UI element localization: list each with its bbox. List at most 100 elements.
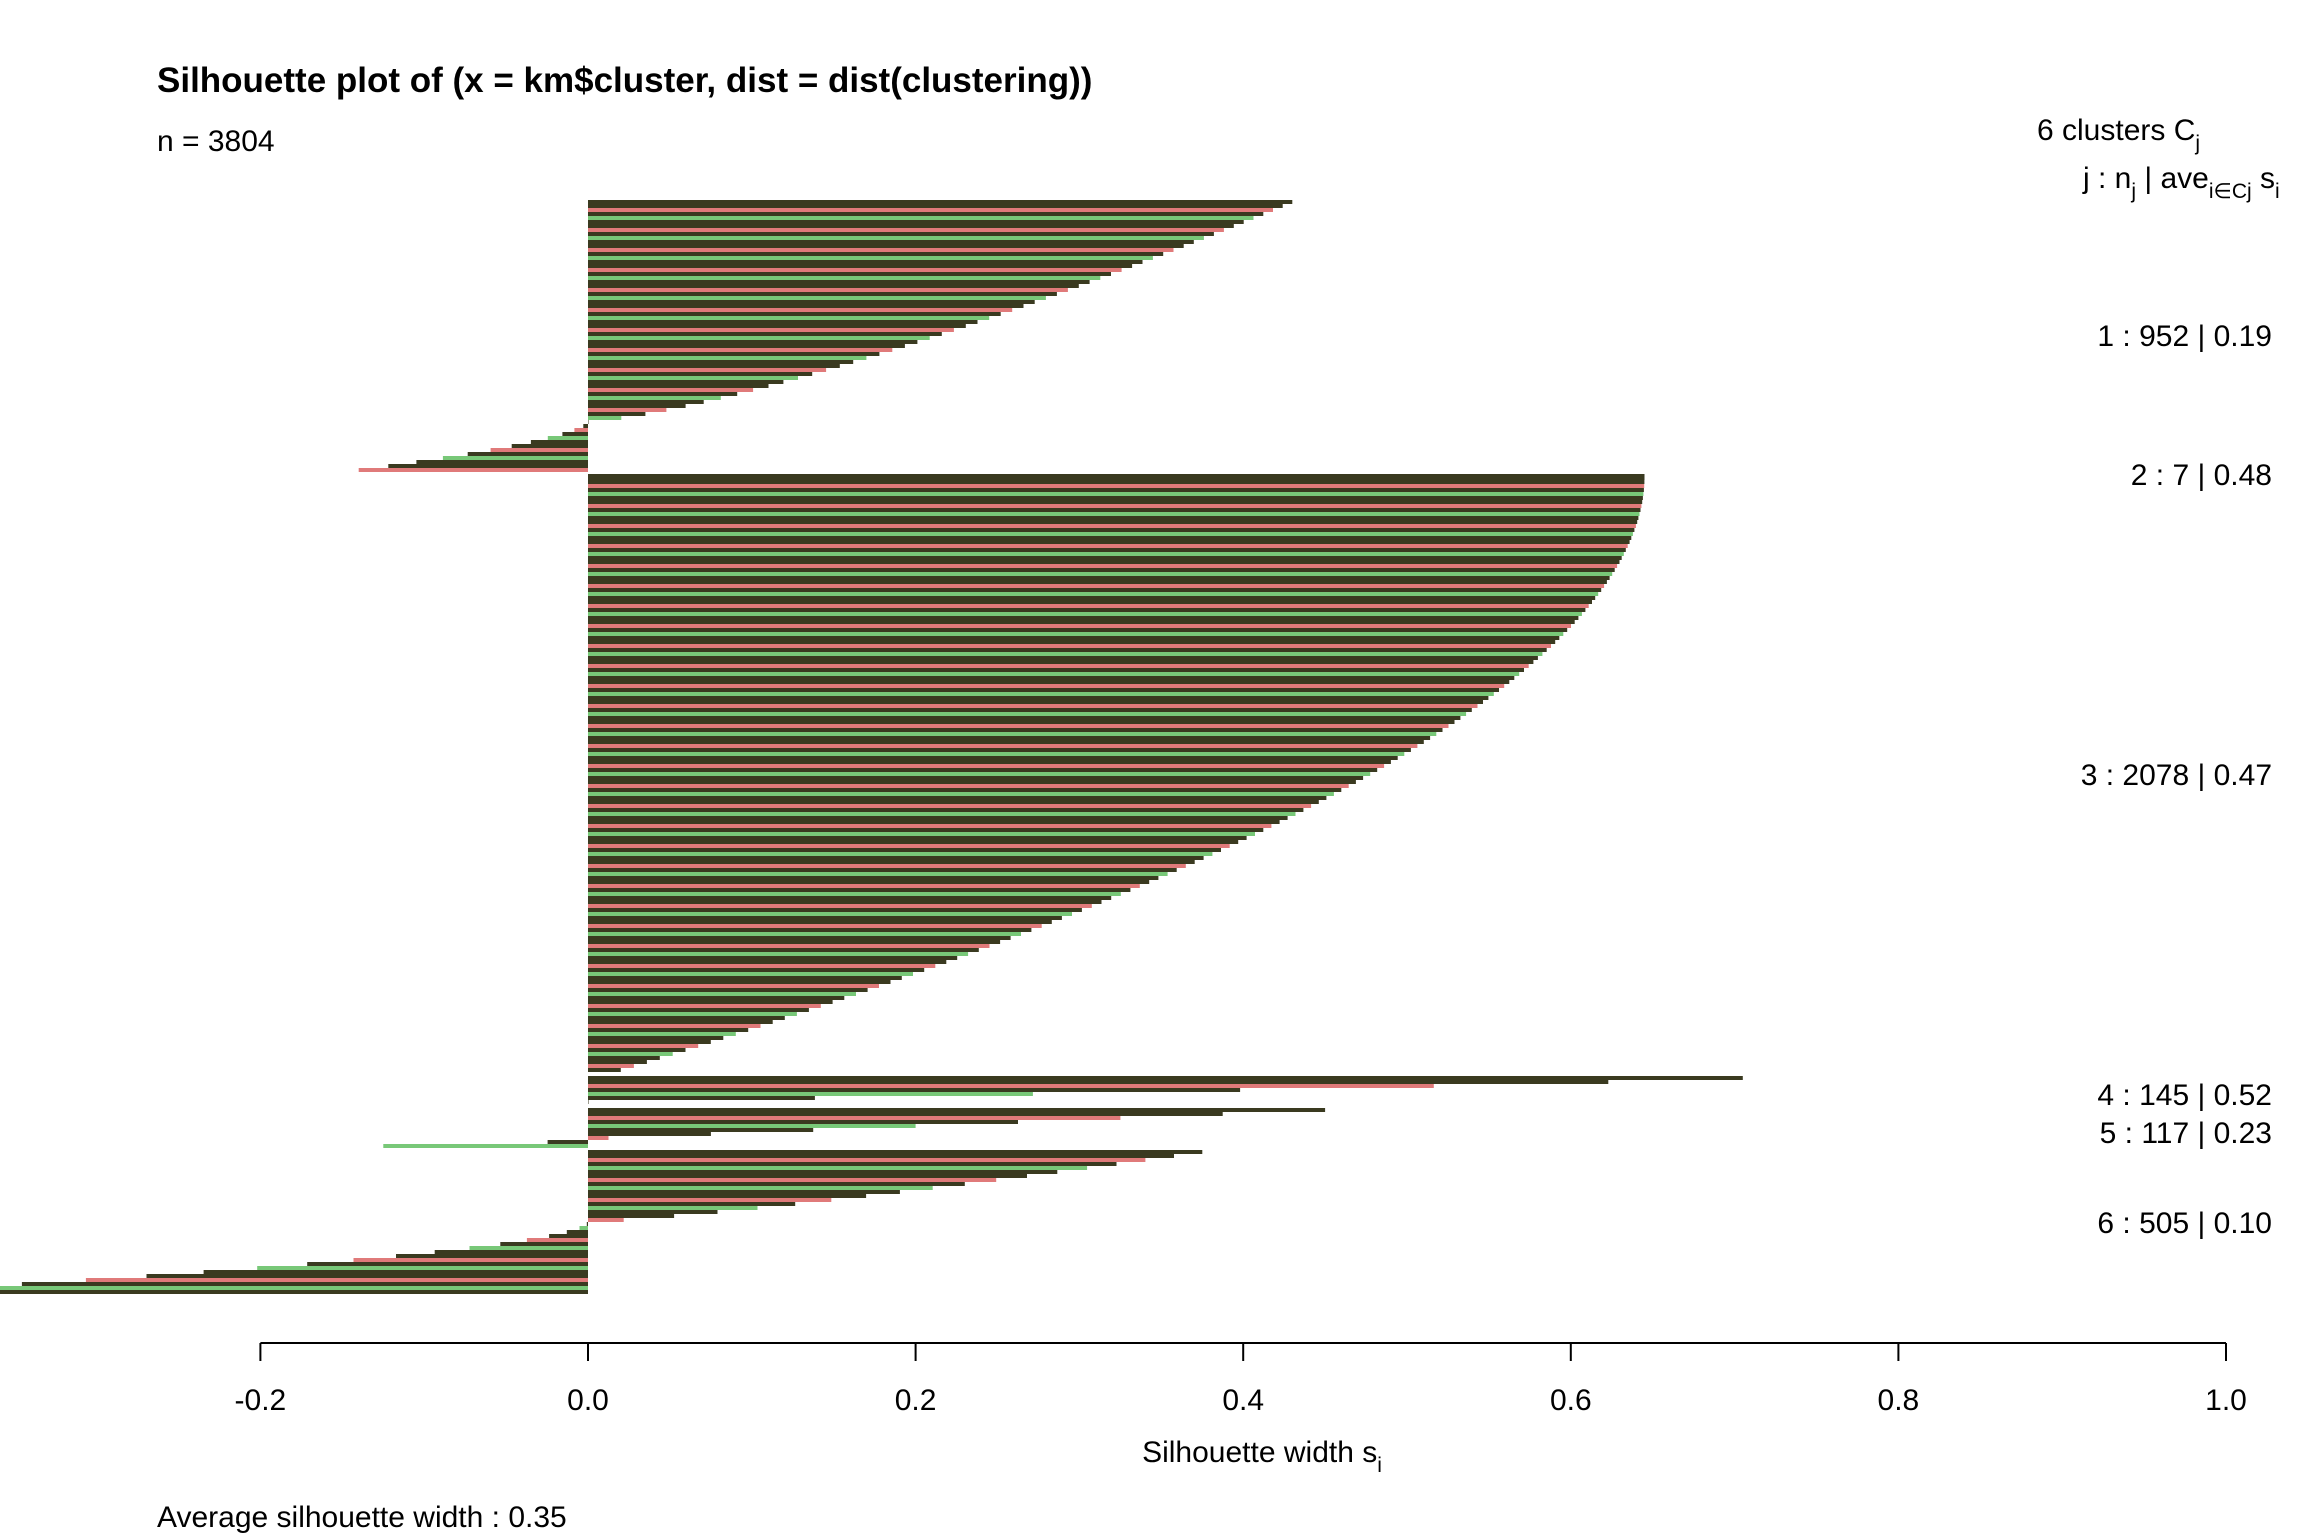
silhouette-bar [588,844,1230,848]
silhouette-bar [588,880,1150,884]
silhouette-bar [588,676,1515,680]
silhouette-bar [588,1016,785,1020]
silhouette-bar [588,904,1092,908]
silhouette-bar [526,1238,588,1242]
silhouette-bar [588,356,867,360]
silhouette-bar [588,984,879,988]
silhouette-bar [588,668,1524,672]
silhouette-bar [588,220,1244,224]
x-tick-label: 0.0 [567,1384,609,1417]
silhouette-bar [588,1154,1174,1158]
silhouette-bar [588,764,1385,768]
silhouette-bar [588,876,1159,880]
silhouette-bar [588,272,1111,276]
silhouette-bar [588,328,954,332]
silhouette-bar [588,784,1349,788]
silhouette-bar [547,1140,588,1144]
silhouette-bar [588,1068,621,1072]
silhouette-bar [588,644,1551,648]
silhouette-bar [588,1198,832,1202]
silhouette-bar [588,344,905,348]
silhouette-bar [588,708,1472,712]
silhouette-bar [588,1182,965,1186]
silhouette-bar [588,536,1632,540]
silhouette-bar [588,988,868,992]
silhouette-bar [588,492,1644,496]
silhouette-bar [588,264,1133,268]
silhouette-bar [588,936,1011,940]
cluster-label-6: 6 : 505 | 0.10 [2097,1207,2272,1240]
silhouette-bar [21,1282,588,1286]
silhouette-bar [588,240,1194,244]
silhouette-bar [588,384,769,388]
silhouette-bar [588,524,1636,528]
silhouette-bar [588,1124,916,1128]
silhouette-bar [588,900,1102,904]
silhouette-bar [588,616,1579,620]
silhouette-bar [416,460,588,464]
silhouette-bar [588,864,1186,868]
cluster-5-bars [383,1108,1326,1148]
silhouette-bars [0,200,1743,1294]
silhouette-bar [588,656,1538,660]
silhouette-bar [588,500,1643,504]
silhouette-bar [588,1000,833,1004]
x-tick-label: 0.6 [1550,1384,1592,1417]
silhouette-bar [588,1132,711,1136]
silhouette-bar [434,1250,588,1254]
average-silhouette-width: Average silhouette width : 0.35 [157,1501,567,1534]
silhouette-bar [588,832,1255,836]
silhouette-bar [588,920,1052,924]
silhouette-bar [588,576,1610,580]
silhouette-bar [588,304,1024,308]
silhouette-bar [588,560,1620,564]
silhouette-bar [588,1112,1223,1116]
silhouette-bar [588,1170,1058,1174]
x-tick-label: 0.2 [895,1384,937,1417]
silhouette-bar [588,1060,647,1064]
silhouette-bar [588,1116,1121,1120]
silhouette-bar [588,1020,773,1024]
legend-header-line1: 6 clusters Cj [2037,114,2200,155]
silhouette-bar [588,216,1254,220]
silhouette-bar [588,1052,673,1056]
silhouette-bar [588,584,1605,588]
silhouette-bar [588,1044,699,1048]
silhouette-bar [396,1254,588,1258]
silhouette-bar [588,720,1455,724]
silhouette-bar [588,380,784,384]
silhouette-bar [588,692,1494,696]
silhouette-bar [588,604,1589,608]
silhouette-bar [588,992,856,996]
silhouette-bar [588,376,798,380]
silhouette-bar [588,1076,1743,1080]
chart-subtitle: n = 3804 [157,125,275,158]
silhouette-bar [588,632,1564,636]
silhouette-bar [588,232,1214,236]
silhouette-bar [588,352,880,356]
silhouette-bar [588,364,840,368]
silhouette-bar [588,348,893,352]
silhouette-bar [588,792,1334,796]
cluster-label-2: 2 : 7 | 0.48 [2131,459,2272,492]
chart-title: Silhouette plot of (x = km$cluster, dist… [157,61,1092,100]
silhouette-bar [588,1100,589,1104]
silhouette-bar [588,736,1431,740]
silhouette-bar [588,1158,1146,1162]
silhouette-bar [588,888,1131,892]
silhouette-bar [588,600,1592,604]
silhouette-bar [203,1270,588,1274]
silhouette-bar [588,884,1140,888]
silhouette-bar [511,444,588,448]
silhouette-bar [588,540,1630,544]
silhouette-bar [574,428,588,432]
silhouette-bar [588,624,1571,628]
silhouette-bar [588,836,1247,840]
silhouette-bar [588,420,589,424]
silhouette-bar [588,772,1371,776]
silhouette-bar [588,896,1112,900]
silhouette-bar [588,1008,809,1012]
silhouette-bar [588,580,1607,584]
silhouette-bar [588,628,1568,632]
silhouette-bar [547,436,588,440]
